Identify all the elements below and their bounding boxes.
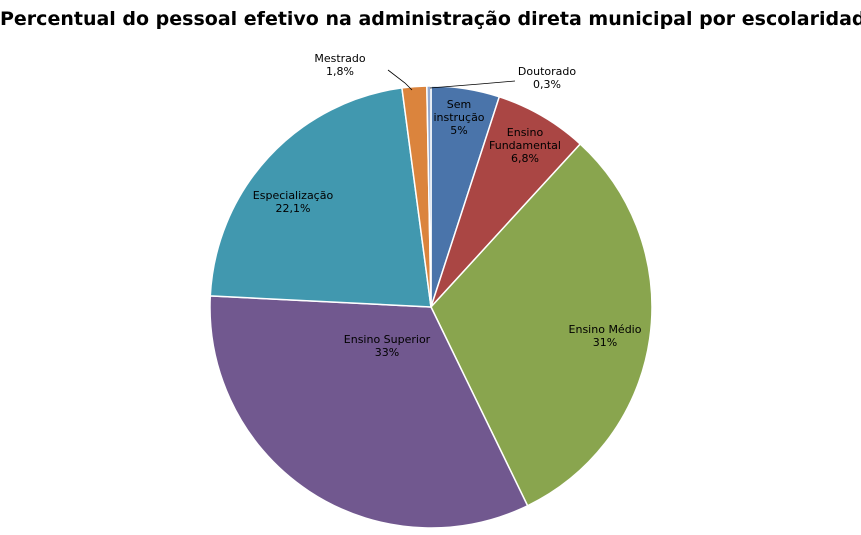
data-label: Ensino Médio 31% [569, 323, 642, 349]
data-label: Mestrado 1,8% [314, 52, 366, 78]
data-label: Especialização 22,1% [253, 189, 334, 215]
pie-slice-especializa-o [209, 87, 432, 308]
pie-slice-doutorado [426, 85, 432, 308]
pie-slice-ensino-m-dio [430, 142, 653, 507]
data-label: Ensino Fundamental 6,8% [489, 126, 561, 165]
pie-slice-ensino-superior [209, 295, 529, 529]
data-label: Sem instrução 5% [433, 98, 484, 137]
chart-title: Percentual do pessoal efetivo na adminis… [0, 8, 861, 30]
data-label: Doutorado 0,3% [518, 65, 576, 91]
leader-line [429, 80, 516, 89]
leader-line [387, 69, 413, 91]
data-label: Ensino Superior 33% [344, 333, 431, 359]
